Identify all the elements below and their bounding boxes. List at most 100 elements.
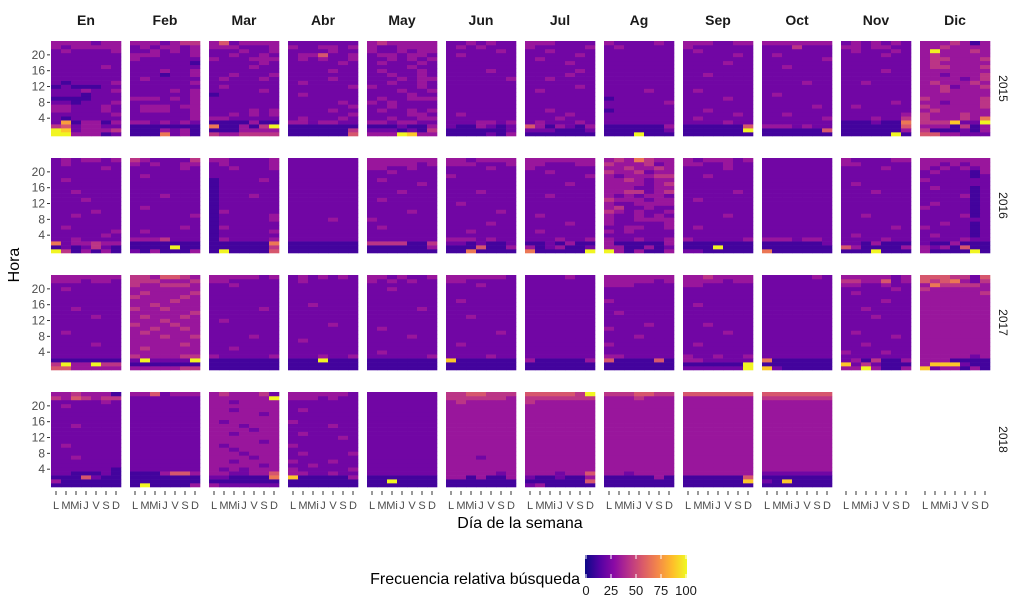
heat-cell: [209, 132, 220, 137]
heat-cell: [160, 68, 171, 73]
heat-cell: [81, 233, 92, 238]
heat-cell: [417, 120, 428, 125]
heat-cell: [664, 128, 675, 133]
heat-cell: [51, 60, 62, 66]
heat-cell: [61, 177, 72, 183]
heat-cell: [190, 96, 201, 101]
heat-cell: [407, 84, 418, 89]
heat-cell: [802, 88, 813, 93]
heat-cell: [407, 366, 418, 371]
heat-cell: [851, 88, 862, 93]
heat-cell: [219, 60, 230, 66]
heat-cell: [980, 181, 991, 187]
heat-cell: [259, 286, 270, 292]
heat-cell: [318, 197, 329, 202]
heat-cell: [170, 112, 181, 117]
heat-cell: [377, 120, 388, 125]
heat-cell: [328, 68, 339, 73]
heat-cell: [81, 217, 92, 222]
heat-cell: [298, 158, 309, 163]
heat-cell: [150, 237, 161, 242]
heat-cell: [249, 96, 260, 101]
heat-cell: [81, 314, 92, 319]
heat-cell: [308, 249, 319, 254]
heat-cell: [723, 68, 734, 73]
heat-cell: [456, 362, 467, 367]
heat-cell: [466, 128, 477, 133]
heat-cell: [427, 92, 438, 97]
heat-cell: [298, 213, 309, 218]
heat-cell: [555, 189, 566, 194]
heat-cell: [851, 132, 862, 137]
heat-cell: [980, 132, 991, 137]
heat-cell: [496, 92, 507, 97]
heat-cell: [239, 366, 250, 371]
heat-cell: [930, 249, 941, 254]
heat-cell: [180, 169, 191, 175]
heat-cell: [812, 237, 823, 242]
heat-cell: [693, 60, 704, 66]
heat-cell: [624, 177, 635, 183]
heat-cell: [970, 120, 981, 125]
heat-cell: [525, 245, 536, 250]
heat-cell: [387, 362, 398, 367]
heat-cell: [259, 362, 270, 367]
heat-cell: [348, 314, 359, 319]
heat-cell: [506, 92, 517, 97]
heat-cell: [367, 56, 378, 62]
heat-cell: [604, 80, 615, 85]
heat-cell: [328, 116, 339, 121]
heat-cell: [792, 205, 803, 210]
heat-cell: [456, 84, 467, 89]
heat-cell: [535, 189, 546, 194]
heat-cell: [575, 72, 586, 77]
heat-cell: [654, 128, 665, 133]
heat-cell: [980, 104, 991, 109]
heat-cell: [239, 60, 250, 66]
heat-cell: [229, 366, 240, 371]
heat-cell: [654, 44, 665, 50]
heat-cell: [891, 213, 902, 218]
heat-cell: [693, 209, 704, 214]
heat-cell: [417, 52, 428, 58]
heat-cell: [180, 120, 191, 125]
heat-cell: [920, 76, 931, 81]
heat-cell: [81, 342, 92, 347]
heat-cell: [387, 306, 398, 311]
heat-cell: [782, 217, 793, 222]
heat-cell: [61, 88, 72, 93]
heat-cell: [160, 306, 171, 311]
heat-cell: [545, 80, 556, 85]
heat-cell: [150, 201, 161, 206]
heat-cell: [664, 92, 675, 97]
heat-cell: [190, 229, 201, 234]
heat-cell: [397, 326, 408, 331]
heat-cell: [703, 41, 714, 46]
heat-cell: [851, 249, 862, 254]
heat-cell: [762, 197, 773, 202]
heat-cell: [219, 84, 230, 89]
heat-cell: [61, 290, 72, 296]
heat-cell: [654, 96, 665, 101]
heat-cell: [209, 221, 220, 226]
heat-cell: [664, 165, 675, 171]
heat-cell: [229, 314, 240, 319]
heat-cell: [644, 128, 655, 133]
heat-cell: [170, 298, 181, 304]
heat-cell: [713, 88, 724, 93]
heat-cell: [209, 92, 220, 97]
heat-cell: [861, 132, 872, 137]
heat-cell: [683, 76, 694, 81]
heat-cell: [476, 346, 487, 351]
heat-cell: [81, 225, 92, 230]
heat-cell: [703, 76, 714, 81]
heat-cell: [407, 346, 418, 351]
heat-cell: [496, 72, 507, 77]
heat-cell: [950, 41, 961, 46]
heat-cell: [239, 322, 250, 327]
heat-cell: [328, 221, 339, 226]
heat-cell: [634, 41, 645, 46]
heat-cell: [664, 173, 675, 179]
heat-cell: [288, 56, 299, 62]
heat-cell: [782, 68, 793, 73]
